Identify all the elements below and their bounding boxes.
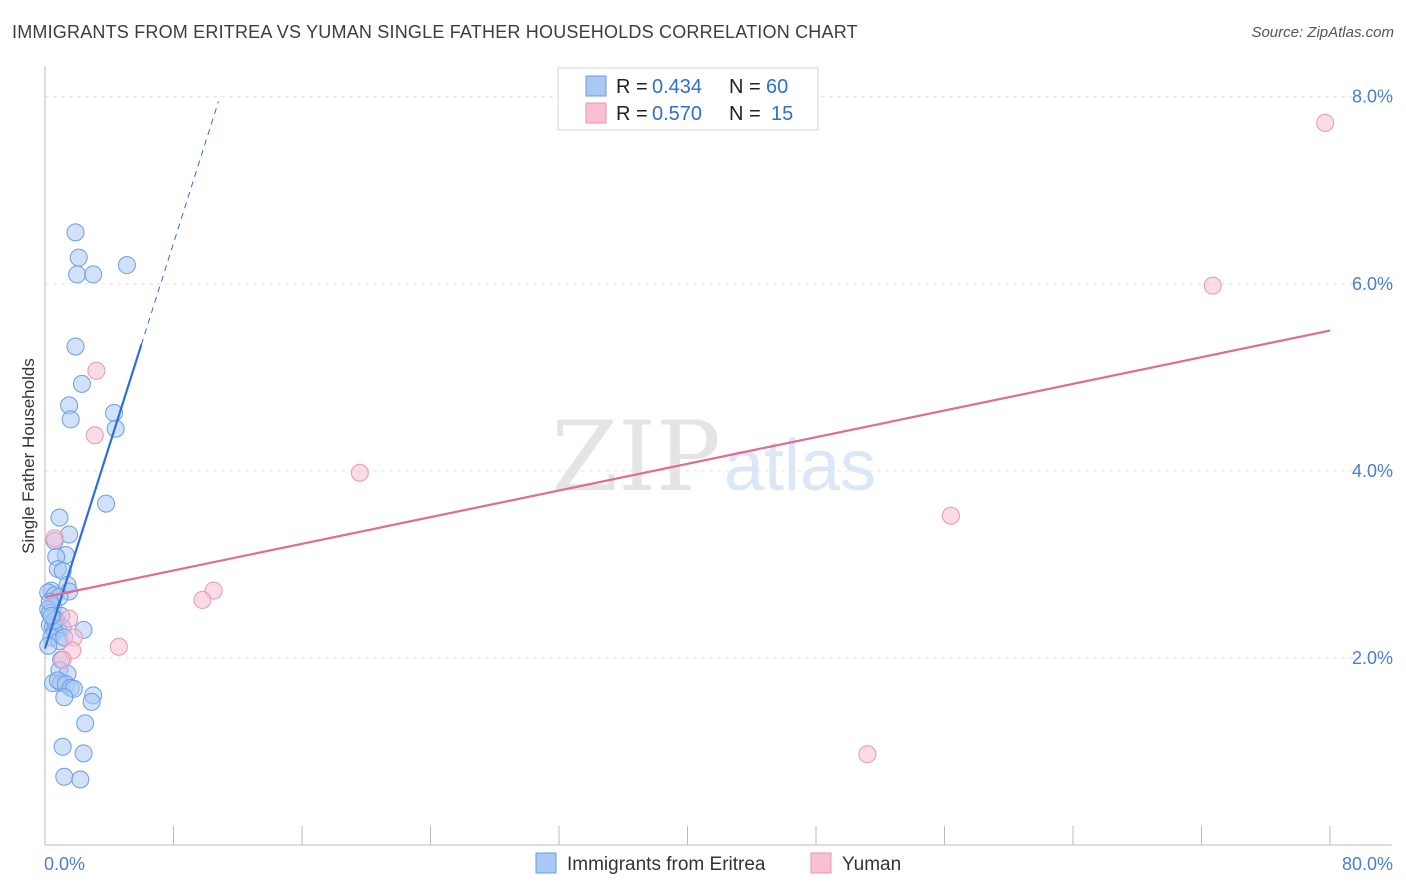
bottom-legend-label-eritrea: Immigrants from Eritrea	[567, 854, 766, 875]
eritrea-point-50	[82, 692, 101, 711]
eritrea-point-5	[66, 337, 85, 356]
legend-n-label-2: N =	[729, 103, 761, 125]
legend-n-value-2: 15	[771, 103, 793, 125]
eritrea-point-1	[69, 248, 88, 267]
eritrea-point-0	[66, 223, 85, 242]
legend-r-value-2: 0.570	[652, 103, 702, 125]
series-eritrea-points	[39, 223, 136, 789]
chart-title: IMMIGRANTS FROM ERITREA VS YUMAN SINGLE …	[12, 22, 858, 42]
bottom-legend: Immigrants from Eritrea Yuman	[535, 852, 901, 875]
yuman-point-3	[85, 426, 104, 445]
eritrea-trend-extension	[140, 101, 219, 345]
yuman-point-12	[109, 637, 128, 656]
yuman-point-5	[941, 506, 960, 525]
yuman-point-8	[45, 529, 64, 548]
legend-n-value-1: 60	[766, 76, 788, 98]
watermark: ZIP atlas	[551, 401, 876, 513]
eritrea-point-3	[84, 265, 103, 284]
eritrea-point-11	[97, 494, 116, 513]
eritrea-point-6	[72, 374, 91, 393]
eritrea-point-53	[74, 744, 93, 763]
yuman-point-7	[193, 590, 212, 609]
eritrea-point-12	[50, 508, 69, 527]
yuman-point-4	[350, 463, 369, 482]
eritrea-trend-line	[43, 344, 143, 649]
eritrea-point-2	[68, 265, 87, 284]
legend-swatch-blue	[585, 75, 607, 97]
yuman-point-14	[858, 745, 877, 764]
y-tick-label-0: 2.0%	[1352, 648, 1393, 668]
y-tick-label-3: 8.0%	[1352, 87, 1393, 107]
legend-swatch-pink	[585, 102, 607, 124]
y-tick-label-2: 6.0%	[1352, 274, 1393, 294]
eritrea-point-49	[55, 688, 74, 707]
y-axis-label: Single Father Households	[19, 358, 38, 554]
bottom-legend-swatch-eritrea	[535, 852, 557, 874]
yuman-point-9	[60, 609, 79, 628]
yuman-trend-line	[44, 329, 1331, 599]
legend: R = 0.434 N = 60 R = 0.570 N = 15	[557, 67, 819, 131]
x-tick-label-max: 80.0%	[1342, 854, 1393, 874]
y-tick-label-1: 4.0%	[1352, 461, 1393, 481]
legend-n-label-1: N =	[729, 76, 761, 98]
bottom-legend-swatch-yuman	[810, 852, 832, 874]
axes	[44, 66, 1392, 846]
tick-labels: 2.0% 4.0% 6.0% 8.0% 0.0% 80.0%	[44, 87, 1393, 874]
series-yuman-points	[45, 113, 1335, 764]
grid-lines	[45, 96, 1392, 659]
eritrea-point-55	[71, 770, 90, 789]
legend-r-label-2: R =	[616, 103, 648, 125]
eritrea-point-8	[61, 410, 80, 429]
bottom-legend-label-yuman: Yuman	[842, 854, 901, 875]
eritrea-point-4	[117, 256, 136, 275]
yuman-point-2	[87, 361, 106, 380]
eritrea-point-52	[53, 737, 72, 756]
eritrea-point-51	[76, 714, 95, 733]
x-tick-label-min: 0.0%	[44, 854, 85, 874]
legend-r-label-1: R =	[616, 76, 648, 98]
watermark-zip: ZIP	[551, 401, 720, 513]
yuman-point-0	[1316, 113, 1335, 132]
legend-r-value-1: 0.434	[652, 76, 702, 98]
yuman-point-13	[53, 650, 72, 669]
watermark-atlas: atlas	[724, 426, 876, 506]
yuman-point-1	[1203, 276, 1222, 295]
eritrea-point-54	[55, 767, 74, 786]
trend-lines	[43, 101, 1331, 649]
source-credit: Source: ZipAtlas.com	[1251, 24, 1394, 41]
